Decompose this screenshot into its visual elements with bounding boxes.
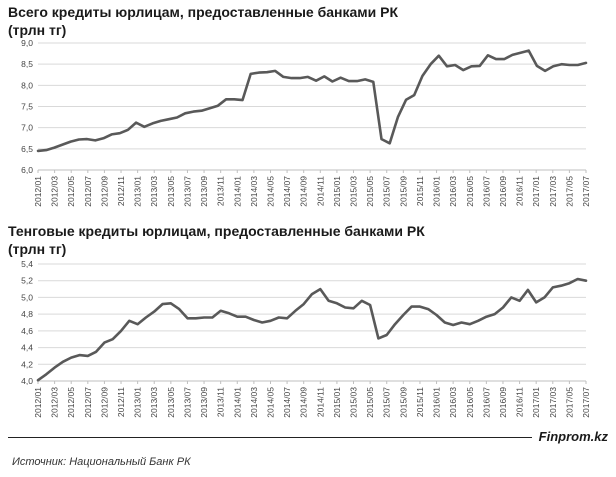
chart-1-x-tick-label: 2013/03 xyxy=(149,176,159,207)
chart-2-x-tick-label: 2016/03 xyxy=(448,387,458,418)
chart-1-x-tick-label: 2013/05 xyxy=(166,176,176,207)
chart-2-x-tick-label: 2014/01 xyxy=(232,387,242,418)
chart-1-x-tick-label: 2014/11 xyxy=(315,176,325,206)
chart-2-x-tick-label: 2017/05 xyxy=(564,387,574,418)
chart-2-x-tick-label: 2012/05 xyxy=(66,387,76,418)
chart-1-x-tick-label: 2014/03 xyxy=(249,176,259,207)
chart-2-x-tick-label: 2016/11 xyxy=(515,387,525,417)
chart-2-x-tick-label: 2012/03 xyxy=(50,387,60,418)
chart-1-title: Всего кредиты юрлицам, предоставленные б… xyxy=(8,4,399,20)
chart-1-x-tick-label: 2015/03 xyxy=(349,176,359,207)
chart-2-x-tick-label: 2015/05 xyxy=(365,387,375,418)
chart-1-x-tick-label: 2013/01 xyxy=(133,176,143,207)
chart-1-x-tick-label: 2017/01 xyxy=(531,176,541,207)
chart-2-y-tick-label: 4,0 xyxy=(21,376,33,386)
chart-2-x-tick-label: 2014/11 xyxy=(315,387,325,417)
chart-1-y-tick-label: 8,5 xyxy=(21,59,33,69)
chart-1-y-tick-label: 8,0 xyxy=(21,80,33,90)
chart-2-x-tick-label: 2014/09 xyxy=(299,387,309,418)
footer-divider xyxy=(8,437,532,438)
chart-1-x-tick-label: 2013/07 xyxy=(182,176,192,207)
chart-1-y-tick-label: 9,0 xyxy=(21,38,33,48)
brand-label[interactable]: Finprom.kz xyxy=(538,429,608,444)
chart-1-x-tick-label: 2017/05 xyxy=(564,176,574,207)
chart-2-x-tick-label: 2012/09 xyxy=(99,387,109,418)
chart-2-x-tick-label: 2015/07 xyxy=(382,387,392,418)
source-note: Источник: Национальный Банк РК xyxy=(12,456,191,468)
chart-2-x-tick-label: 2015/01 xyxy=(332,387,342,418)
chart-1-x-tick-label: 2016/09 xyxy=(498,176,508,207)
chart-2-x-tick-label: 2012/07 xyxy=(83,387,93,418)
chart-1-x-tick-label: 2012/05 xyxy=(66,176,76,207)
chart-2-x-tick-label: 2017/03 xyxy=(548,387,558,418)
chart-1-x-tick-label: 2014/05 xyxy=(265,176,275,207)
chart-1: 6,0 6,5 7,0 7,5 8,0 8,5 9,0 2012/01 2012/03 2012/… xyxy=(21,38,591,207)
chart-2-x-tick-label: 2013/05 xyxy=(166,387,176,418)
chart-1-x-tick-label: 2012/09 xyxy=(99,176,109,207)
chart-1-x-tick-label: 2015/07 xyxy=(382,176,392,207)
chart-1-y-tick-label: 6,0 xyxy=(21,165,33,175)
chart-1-x-tick-label: 2013/11 xyxy=(216,176,226,206)
chart-1-x-tick-label: 2015/09 xyxy=(398,176,408,207)
chart-1-x-tick-label: 2014/01 xyxy=(232,176,242,207)
chart-2-y-tick-label: 4,4 xyxy=(21,343,33,353)
chart-2-y-tick-label: 4,2 xyxy=(21,359,33,369)
chart-2-x-tick-label: 2012/01 xyxy=(33,387,43,418)
chart-1-y-tick-label: 7,0 xyxy=(21,123,33,133)
chart-2: 4,0 4,2 4,4 4,6 4,8 5,0 5,2 5,4 2012/01 2012/03 20… xyxy=(21,259,591,418)
chart-2-x-tick-label: 2013/07 xyxy=(182,387,192,418)
chart-1-y-tick-label: 6,5 xyxy=(21,144,33,154)
chart-2-x-tick-label: 2013/01 xyxy=(133,387,143,418)
chart-2-x-tick-label: 2015/03 xyxy=(349,387,359,418)
chart-1-x-tick-label: 2017/07 xyxy=(581,176,591,207)
chart-1-units: (трлн тг) xyxy=(8,22,67,38)
chart-2-x-tick-label: 2013/03 xyxy=(149,387,159,418)
chart-1-x-tick-label: 2016/01 xyxy=(432,176,442,207)
chart-2-x-tick-label: 2016/09 xyxy=(498,387,508,418)
chart-2-x-tick-label: 2014/05 xyxy=(265,387,275,418)
chart-1-x-tick-label: 2015/05 xyxy=(365,176,375,207)
chart-2-x-tick-label: 2013/09 xyxy=(199,387,209,418)
chart-2-x-tick-label: 2016/01 xyxy=(432,387,442,418)
chart-1-x-tick-label: 2016/05 xyxy=(465,176,475,207)
chart-1-x-tick-label: 2014/07 xyxy=(282,176,292,207)
chart-1-x-tick-label: 2013/09 xyxy=(199,176,209,207)
chart-1-y-tick-label: 7,5 xyxy=(21,102,33,112)
chart-2-x-tick-label: 2017/01 xyxy=(531,387,541,418)
chart-2-x-tick-label: 2014/07 xyxy=(282,387,292,418)
chart-1-x-tick-label: 2017/03 xyxy=(548,176,558,207)
chart-2-x-tick-label: 2015/11 xyxy=(415,387,425,417)
chart-2-x-tick-label: 2017/07 xyxy=(581,387,591,418)
chart-1-x-tick-label: 2012/01 xyxy=(33,176,43,207)
chart-1-x-tick-label: 2016/03 xyxy=(448,176,458,207)
chart-1-series-line xyxy=(36,49,588,153)
chart-1-x-tick-label: 2014/09 xyxy=(299,176,309,207)
chart-2-units: (трлн тг) xyxy=(8,241,67,257)
chart-2-series-line xyxy=(36,277,588,382)
chart-2-x-tick-label: 2015/09 xyxy=(398,387,408,418)
chart-1-x-tick-label: 2012/11 xyxy=(116,176,126,206)
chart-2-title: Тенговые кредиты юрлицам, предоставленны… xyxy=(8,223,425,239)
chart-2-y-tick-label: 4,8 xyxy=(21,309,33,319)
chart-2-x-tick-label: 2014/03 xyxy=(249,387,259,418)
chart-2-y-tick-label: 5,0 xyxy=(21,292,33,302)
chart-1-x-tick-label: 2015/11 xyxy=(415,176,425,206)
chart-1-x-tick-label: 2012/03 xyxy=(50,176,60,207)
chart-2-y-tick-label: 5,4 xyxy=(21,259,33,269)
chart-2-x-tick-label: 2013/11 xyxy=(216,387,226,417)
chart-2-x-tick-label: 2012/11 xyxy=(116,387,126,417)
chart-1-x-tick-label: 2016/07 xyxy=(481,176,491,207)
chart-1-x-tick-label: 2012/07 xyxy=(83,176,93,207)
chart-1-x-tick-label: 2016/11 xyxy=(515,176,525,206)
chart-2-x-tick-label: 2016/05 xyxy=(465,387,475,418)
chart-2-x-tick-label: 2016/07 xyxy=(481,387,491,418)
chart-1-x-tick-label: 2015/01 xyxy=(332,176,342,207)
chart-2-y-tick-label: 5,2 xyxy=(21,276,33,286)
chart-2-y-tick-label: 4,6 xyxy=(21,326,33,336)
